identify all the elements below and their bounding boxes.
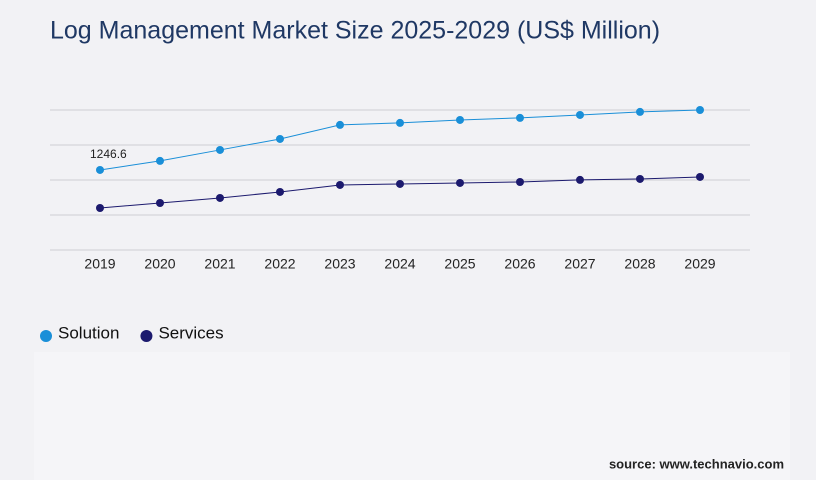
point <box>216 145 224 154</box>
legend-marker <box>140 330 153 342</box>
point <box>576 110 584 119</box>
point <box>636 107 644 116</box>
point <box>96 204 104 212</box>
point <box>456 115 464 124</box>
x-tick-label: 2026 <box>504 256 535 272</box>
source: source: www.technavio.com <box>609 456 784 471</box>
point <box>696 172 704 181</box>
point <box>336 180 344 189</box>
x-tick-label: 2025 <box>444 256 475 272</box>
x-tick-label: 2028 <box>624 256 655 272</box>
x-tick-label: 2029 <box>684 256 715 272</box>
x-tick-label: 2027 <box>564 256 595 272</box>
x-tick-label: 2021 <box>204 256 235 272</box>
legend-label: Solution <box>58 323 119 342</box>
point <box>696 106 704 114</box>
point <box>276 187 284 196</box>
point <box>156 198 164 207</box>
point <box>636 174 644 183</box>
point <box>516 113 524 122</box>
point <box>456 178 464 187</box>
point <box>336 120 344 129</box>
x-tick-label: 2019 <box>84 256 115 272</box>
point <box>396 179 404 188</box>
point <box>156 156 164 165</box>
point <box>96 165 104 174</box>
point <box>516 177 524 186</box>
legend-label: Services <box>158 323 223 342</box>
point <box>276 134 284 143</box>
point <box>396 118 404 127</box>
chart-title: Log Management Market Size 2025-2029 (US… <box>50 17 660 45</box>
point <box>576 175 584 184</box>
data-label: 1246.6 <box>90 147 127 161</box>
panel <box>34 352 790 480</box>
x-tick-label: 2024 <box>384 256 415 272</box>
legend-marker <box>40 330 52 342</box>
x-tick-label: 2020 <box>144 256 175 272</box>
x-tick-label: 2023 <box>324 256 355 272</box>
x-tick-label: 2022 <box>264 256 295 272</box>
point <box>216 193 224 202</box>
